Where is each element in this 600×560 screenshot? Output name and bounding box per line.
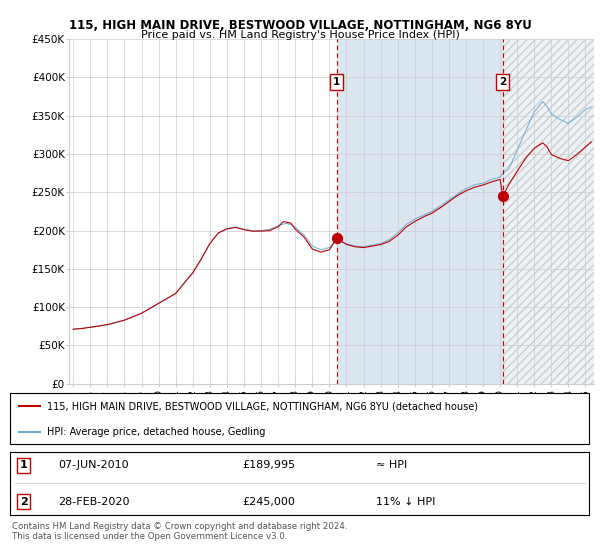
- FancyBboxPatch shape: [10, 451, 589, 515]
- Text: Contains HM Land Registry data © Crown copyright and database right 2024.
This d: Contains HM Land Registry data © Crown c…: [12, 522, 347, 542]
- Text: 1: 1: [333, 77, 341, 87]
- Text: 115, HIGH MAIN DRIVE, BESTWOOD VILLAGE, NOTTINGHAM, NG6 8YU: 115, HIGH MAIN DRIVE, BESTWOOD VILLAGE, …: [68, 19, 532, 32]
- Text: ≈ HPI: ≈ HPI: [376, 460, 407, 470]
- Text: 11% ↓ HPI: 11% ↓ HPI: [376, 497, 435, 507]
- FancyBboxPatch shape: [10, 393, 589, 444]
- Bar: [337, 39, 503, 384]
- Text: 1: 1: [20, 460, 28, 470]
- Bar: [503, 39, 594, 384]
- Text: 115, HIGH MAIN DRIVE, BESTWOOD VILLAGE, NOTTINGHAM, NG6 8YU (detached house): 115, HIGH MAIN DRIVE, BESTWOOD VILLAGE, …: [47, 402, 478, 412]
- Text: HPI: Average price, detached house, Gedling: HPI: Average price, detached house, Gedl…: [47, 427, 265, 437]
- Text: Price paid vs. HM Land Registry's House Price Index (HPI): Price paid vs. HM Land Registry's House …: [140, 30, 460, 40]
- Text: 07-JUN-2010: 07-JUN-2010: [58, 460, 129, 470]
- Text: 2: 2: [499, 77, 506, 87]
- Text: £189,995: £189,995: [242, 460, 295, 470]
- Text: £245,000: £245,000: [242, 497, 295, 507]
- Text: 2: 2: [20, 497, 28, 507]
- Text: 28-FEB-2020: 28-FEB-2020: [58, 497, 130, 507]
